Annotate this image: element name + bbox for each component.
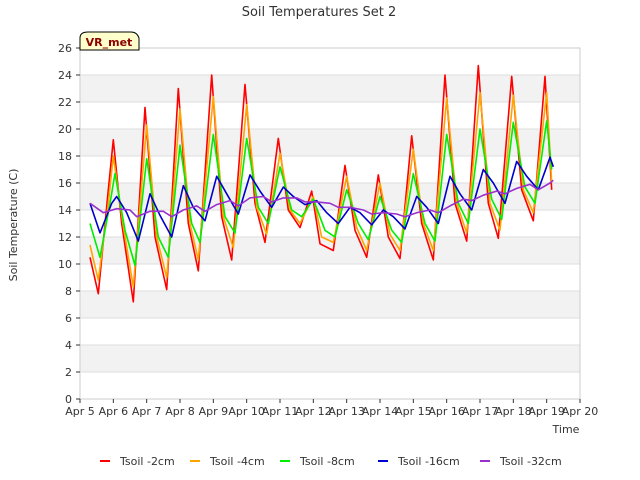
x-tick-label: Apr 10 bbox=[228, 405, 265, 418]
legend-label: Tsoil -32cm bbox=[499, 455, 562, 468]
y-tick-label: 24 bbox=[58, 69, 72, 82]
y-tick-label: 2 bbox=[65, 366, 72, 379]
x-tick-label: Apr 11 bbox=[262, 405, 299, 418]
y-tick-label: 4 bbox=[65, 339, 72, 352]
badge-label: VR_met bbox=[86, 36, 133, 49]
y-tick-label: 10 bbox=[58, 258, 72, 271]
y-tick-label: 18 bbox=[58, 150, 72, 163]
x-tick-label: Apr 5 bbox=[65, 405, 95, 418]
y-tick-label: 20 bbox=[58, 123, 72, 136]
background-band bbox=[80, 291, 580, 318]
x-tick-label: Apr 9 bbox=[199, 405, 229, 418]
legend: Tsoil -2cm Tsoil -4cm Tsoil -8cm Tsoil -16c… bbox=[100, 455, 562, 468]
y-tick-label: 22 bbox=[58, 96, 72, 109]
legend-label: Tsoil -4cm bbox=[209, 455, 265, 468]
y-tick-label: 16 bbox=[58, 177, 72, 190]
series-line-5 bbox=[89, 179, 554, 218]
x-tick-label: Apr 15 bbox=[395, 405, 432, 418]
x-tick-label: Apr 12 bbox=[295, 405, 332, 418]
x-axis-label: Time bbox=[552, 423, 580, 436]
y-tick-label: 6 bbox=[65, 312, 72, 325]
legend-label: Tsoil -2cm bbox=[119, 455, 175, 468]
series-line-1 bbox=[89, 64, 553, 303]
background-band bbox=[80, 75, 580, 102]
y-tick-label: 0 bbox=[65, 393, 72, 406]
series-line-4 bbox=[89, 156, 555, 242]
legend-label: Tsoil -16cm bbox=[397, 455, 460, 468]
legend-label: Tsoil -8cm bbox=[299, 455, 355, 468]
x-tick-label: Apr 18 bbox=[495, 405, 532, 418]
x-tick-label: Apr 6 bbox=[99, 405, 129, 418]
y-tick-label: 12 bbox=[58, 231, 72, 244]
x-tick-label: Apr 13 bbox=[328, 405, 365, 418]
x-tick-label: Apr 16 bbox=[428, 405, 465, 418]
y-tick-label: 8 bbox=[65, 285, 72, 298]
series-line-2 bbox=[89, 91, 553, 288]
badge-box bbox=[79, 31, 140, 51]
x-tick-label: Apr 7 bbox=[132, 405, 162, 418]
x-tick-label: Apr 17 bbox=[462, 405, 499, 418]
series-layer bbox=[89, 64, 555, 303]
chart-title: Soil Temperatures Set 2 bbox=[242, 5, 397, 20]
y-axis-label: Soil Temperature (C) bbox=[7, 169, 20, 282]
series-line-3 bbox=[89, 120, 553, 267]
x-tick-label: Apr 8 bbox=[165, 405, 195, 418]
background-band bbox=[80, 129, 580, 156]
background-band bbox=[80, 345, 580, 372]
y-tick-label: 26 bbox=[58, 42, 72, 55]
x-tick-label: Apr 20 bbox=[562, 405, 599, 418]
y-tick-label: 14 bbox=[58, 204, 72, 217]
x-tick-label: Apr 19 bbox=[528, 405, 565, 418]
plot-frame bbox=[79, 47, 581, 400]
station-badge: VR_met bbox=[79, 31, 140, 51]
x-tick-label: Apr 14 bbox=[362, 405, 399, 418]
